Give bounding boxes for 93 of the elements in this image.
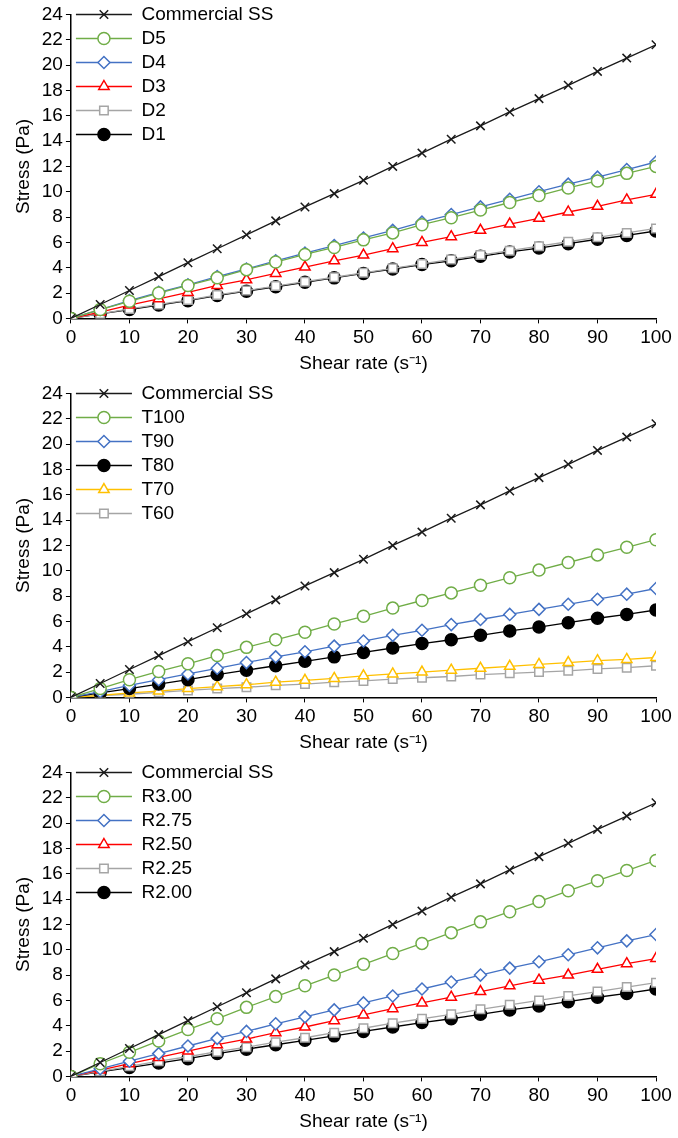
y-tick-label: 4: [52, 634, 64, 656]
x-axis-title: Shear rate (s⁻¹): [299, 351, 428, 373]
y-tick-label: 10: [41, 179, 63, 201]
x-tick-label: 80: [528, 1084, 550, 1106]
x-axis-title: Shear rate (s⁻¹): [299, 1109, 428, 1131]
x-tick-label: 90: [586, 705, 609, 727]
x-tick-label: 70: [469, 1084, 492, 1106]
x-tick-label: 30: [235, 1084, 258, 1106]
y-tick-label: 6: [52, 230, 63, 252]
y-tick-label: 2: [52, 1039, 63, 1061]
y-tick-label: 12: [41, 154, 63, 176]
y-tick-label: 8: [52, 584, 63, 606]
x-tick-label: 70: [469, 326, 492, 348]
x-tick-label: 10: [118, 705, 141, 727]
x-tick-label: 20: [177, 326, 199, 348]
x-tick-label: 30: [235, 705, 258, 727]
y-tick-label: 12: [41, 912, 63, 934]
x-tick-label: 10: [118, 1084, 141, 1106]
y-axis-title: Stress (Pa): [11, 497, 33, 593]
y-tick-label: 6: [52, 609, 63, 631]
y-tick-label: 20: [41, 432, 63, 454]
x-tick-label: 10: [118, 326, 141, 348]
y-axis-title: Stress (Pa): [11, 118, 33, 214]
x-tick-label: 60: [411, 705, 433, 727]
y-tick-label: 8: [52, 205, 63, 227]
y-tick-label: 20: [41, 53, 63, 75]
x-axis-title: Shear rate (s⁻¹): [299, 730, 428, 752]
x-tick-label: 20: [177, 1084, 199, 1106]
y-tick-label: 24: [41, 760, 64, 782]
legend-label: Commercial SS: [141, 381, 274, 403]
x-tick-label: 50: [352, 705, 375, 727]
x-tick-label: 100: [640, 1084, 672, 1106]
x-tick-label: 80: [528, 326, 550, 348]
legend-label: D4: [141, 50, 167, 72]
legend-label: R2.75: [141, 808, 193, 830]
legend-label: R3.00: [141, 784, 193, 806]
y-axis-title: Stress (Pa): [11, 876, 33, 972]
x-tick-label: 100: [640, 326, 672, 348]
legend-label: T60: [141, 501, 175, 523]
y-tick-label: 16: [41, 482, 63, 504]
legend-label: Commercial SS: [141, 2, 274, 24]
y-tick-label: 24: [41, 381, 64, 403]
x-tick-label: 50: [352, 326, 375, 348]
x-tick-label: 80: [528, 705, 550, 727]
legend-label: R2.50: [141, 832, 193, 854]
y-tick-label: 22: [41, 785, 63, 807]
y-tick-label: 2: [52, 281, 63, 303]
legend-label: T70: [141, 477, 175, 499]
legend-label: T80: [141, 453, 175, 475]
y-tick-label: 14: [41, 508, 64, 530]
x-tick-label: 30: [235, 326, 258, 348]
legend-label: R2.25: [141, 856, 193, 878]
x-tick-label: 40: [294, 326, 316, 348]
y-tick-label: 22: [41, 406, 63, 428]
y-tick-label: 0: [52, 685, 63, 707]
x-tick-label: 60: [411, 326, 433, 348]
x-tick-label: 40: [294, 705, 316, 727]
x-tick-label: 50: [352, 1084, 375, 1106]
y-tick-label: 24: [41, 2, 64, 24]
y-tick-label: 22: [41, 27, 63, 49]
legend-label: T100: [141, 405, 185, 427]
y-tick-label: 12: [41, 533, 63, 555]
y-tick-label: 8: [52, 963, 63, 985]
x-tick-label: 90: [586, 1084, 609, 1106]
x-tick-label: 20: [177, 705, 199, 727]
legend-label: T90: [141, 429, 175, 451]
x-tick-label: 100: [640, 705, 672, 727]
y-tick-label: 16: [41, 861, 63, 883]
x-tick-label: 70: [469, 705, 492, 727]
y-tick-label: 6: [52, 988, 63, 1010]
legend-label: Commercial SS: [141, 760, 274, 782]
y-tick-label: 10: [41, 558, 63, 580]
legend-label: D1: [141, 122, 166, 144]
legend-label: D3: [141, 74, 166, 96]
y-tick-label: 4: [52, 255, 64, 277]
y-tick-label: 14: [41, 129, 64, 151]
y-tick-label: 20: [41, 811, 63, 833]
y-tick-label: 16: [41, 103, 63, 125]
x-tick-label: 90: [586, 326, 609, 348]
y-tick-label: 10: [41, 937, 63, 959]
legend-label: D5: [141, 26, 166, 48]
y-tick-label: 18: [41, 836, 63, 858]
x-tick-label: 60: [411, 1084, 433, 1106]
y-tick-label: 0: [52, 1064, 63, 1086]
y-tick-label: 4: [52, 1013, 64, 1035]
y-tick-label: 2: [52, 660, 63, 682]
x-tick-label: 40: [294, 1084, 316, 1106]
y-tick-label: 0: [52, 306, 63, 328]
y-tick-label: 18: [41, 457, 63, 479]
legend-label: D2: [141, 98, 166, 120]
y-tick-label: 14: [41, 887, 64, 909]
legend-label: R2.00: [141, 880, 193, 902]
y-tick-label: 18: [41, 78, 63, 100]
